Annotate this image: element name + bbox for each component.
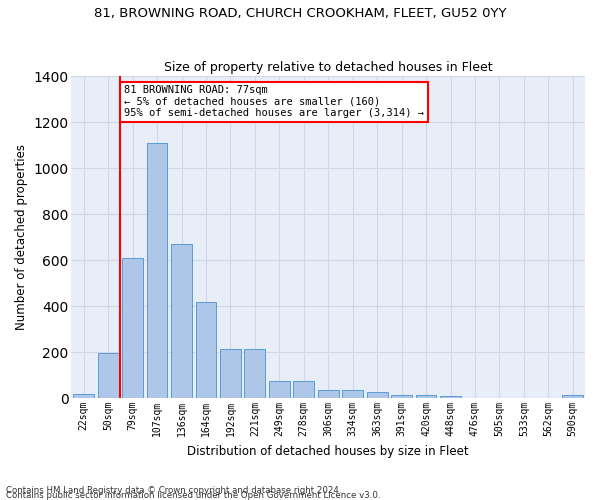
- Bar: [146, 143, 167, 398]
- Text: Contains HM Land Registry data © Crown copyright and database right 2024.: Contains HM Land Registry data © Crown c…: [6, 486, 341, 495]
- Text: 81, BROWNING ROAD, CHURCH CROOKHAM, FLEET, GU52 0YY: 81, BROWNING ROAD, CHURCH CROOKHAM, FLEE…: [94, 8, 506, 20]
- Bar: [440, 396, 461, 398]
- Title: Size of property relative to detached houses in Fleet: Size of property relative to detached ho…: [164, 60, 493, 74]
- Bar: [98, 354, 119, 398]
- X-axis label: Distribution of detached houses by size in Fleet: Distribution of detached houses by size …: [187, 444, 469, 458]
- Bar: [293, 381, 314, 398]
- Bar: [122, 258, 143, 398]
- Bar: [171, 244, 192, 398]
- Bar: [318, 390, 338, 398]
- Y-axis label: Number of detached properties: Number of detached properties: [15, 144, 28, 330]
- Bar: [196, 302, 217, 398]
- Text: 81 BROWNING ROAD: 77sqm
← 5% of detached houses are smaller (160)
95% of semi-de: 81 BROWNING ROAD: 77sqm ← 5% of detached…: [124, 86, 424, 118]
- Bar: [73, 394, 94, 398]
- Bar: [391, 394, 412, 398]
- Bar: [562, 394, 583, 398]
- Text: Contains public sector information licensed under the Open Government Licence v3: Contains public sector information licen…: [6, 491, 380, 500]
- Bar: [244, 348, 265, 398]
- Bar: [342, 390, 363, 398]
- Bar: [220, 348, 241, 398]
- Bar: [416, 394, 436, 398]
- Bar: [269, 381, 290, 398]
- Bar: [367, 392, 388, 398]
